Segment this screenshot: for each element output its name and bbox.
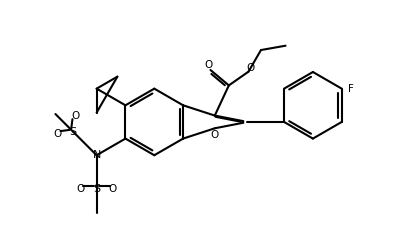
Text: O: O (210, 130, 218, 140)
Text: O: O (246, 62, 254, 73)
Text: S: S (69, 127, 77, 137)
Text: F: F (347, 84, 353, 94)
Text: S: S (93, 183, 100, 194)
Text: O: O (53, 129, 62, 139)
Text: O: O (71, 111, 79, 121)
Text: O: O (109, 183, 117, 194)
Text: N: N (92, 150, 100, 160)
Text: O: O (76, 183, 84, 194)
Text: O: O (204, 60, 212, 70)
